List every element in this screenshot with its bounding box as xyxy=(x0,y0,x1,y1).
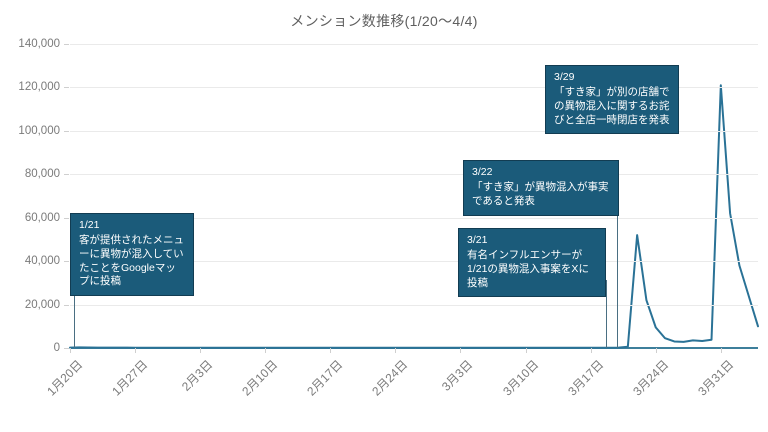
annotation-3-22-leader xyxy=(617,213,618,348)
annotation-3-21-text: 有名インフルエンサーが1/21の異物混入事案をXに投稿 xyxy=(467,248,589,289)
x-axis-tick-label: 1月27日 xyxy=(109,357,151,399)
gridline xyxy=(70,261,758,263)
x-axis-tick-label: 3月17日 xyxy=(564,357,606,399)
x-axis-tick-mark xyxy=(200,348,202,353)
y-axis-tick-label: 140,000 xyxy=(18,38,60,50)
x-axis-tick-label: 3月10日 xyxy=(499,357,541,399)
x-axis-tick-label: 3月3日 xyxy=(439,357,476,394)
y-axis-tick-label: 0 xyxy=(53,342,60,354)
annotation-3-29-text: 「すき家」が別の店舗での異物混入に関するお詫びと全店一時閉店を発表 xyxy=(554,85,670,126)
annotation-1-21[interactable]: 1/21 客が提供されたメニューに異物が混入していたことをGoogleマップに投… xyxy=(70,213,194,297)
annotation-1-21-date: 1/21 xyxy=(79,219,100,231)
gridline xyxy=(70,87,758,89)
y-axis-tick-label: 100,000 xyxy=(18,124,60,137)
gridline xyxy=(70,130,758,132)
mention-line-path xyxy=(69,84,759,349)
x-axis-tick-label: 3月24日 xyxy=(629,357,672,399)
x-axis-tick-mark xyxy=(265,348,267,353)
y-axis-tick-mark xyxy=(64,174,69,176)
y-axis-tick-label: 20,000 xyxy=(24,298,60,311)
gridline xyxy=(70,174,758,176)
annotation-3-21-date: 3/21 xyxy=(467,234,488,246)
x-axis-tick-label: 2月17日 xyxy=(304,357,346,399)
annotation-3-22-date: 3/22 xyxy=(472,166,493,178)
chart-title: メンション数推移(1/20～4/4) xyxy=(290,13,478,29)
x-axis-tick-label: 3月31日 xyxy=(695,357,737,399)
mention-line-series xyxy=(69,84,759,349)
y-axis-tick-label: 40,000 xyxy=(24,255,60,268)
y-axis-tick-mark xyxy=(64,130,69,132)
gridline xyxy=(70,304,758,306)
annotation-3-21-leader xyxy=(606,280,607,348)
annotation-3-22-text: 「すき家」が異物混入が事実であると発表 xyxy=(472,180,609,207)
y-axis-tick-label: 80,000 xyxy=(24,168,60,181)
plot-area: 0 20,000 40,000 60,000 80,000 100,000 120,000 1… xyxy=(18,38,759,398)
annotation-3-22[interactable]: 3/22 「すき家」が異物混入が事実であると発表 xyxy=(463,160,619,216)
x-axis-tick-label: 2月10日 xyxy=(239,357,281,399)
x-axis-tick-label: 1月20日 xyxy=(44,357,86,399)
y-axis-tick-mark xyxy=(64,304,69,306)
x-axis-tick-label: 2月24日 xyxy=(369,357,411,399)
x-axis-tick-mark xyxy=(135,348,137,353)
annotation-1-21-leader xyxy=(74,283,75,348)
y-axis-tick-mark xyxy=(64,87,69,89)
y-axis-tick-mark xyxy=(64,44,69,45)
y-axis-tick-label: 60,000 xyxy=(24,211,60,224)
x-axis-tick-mark xyxy=(70,348,71,353)
x-axis-tick-mark xyxy=(590,348,592,353)
x-axis-tick-mark xyxy=(525,348,527,353)
x-axis-tick-mark xyxy=(395,348,397,353)
annotation-1-21-text: 客が提供されたメニューに異物が混入していたことをGoogleマップに投稿 xyxy=(79,233,184,288)
annotation-3-21[interactable]: 3/21 有名インフルエンサーが1/21の異物混入事案をXに投稿 xyxy=(458,228,606,298)
x-axis-tick-label: 2月3日 xyxy=(179,357,216,394)
y-axis-tick-mark xyxy=(64,261,69,263)
x-axis-tick-mark xyxy=(655,348,657,353)
gridline xyxy=(70,217,758,219)
y-axis-tick-mark xyxy=(64,348,69,349)
x-axis-tick-mark xyxy=(720,348,722,353)
x-axis-tick-mark xyxy=(460,348,462,353)
x-axis-tick-mark xyxy=(330,348,332,353)
gridline xyxy=(70,44,758,45)
y-axis-tick-label: 120,000 xyxy=(18,81,60,94)
y-axis-tick-mark xyxy=(64,217,69,219)
annotation-3-29-date: 3/29 xyxy=(554,71,575,83)
annotation-3-29[interactable]: 3/29 「すき家」が別の店舗での異物混入に関するお詫びと全店一時閉店を発表 xyxy=(545,65,679,135)
